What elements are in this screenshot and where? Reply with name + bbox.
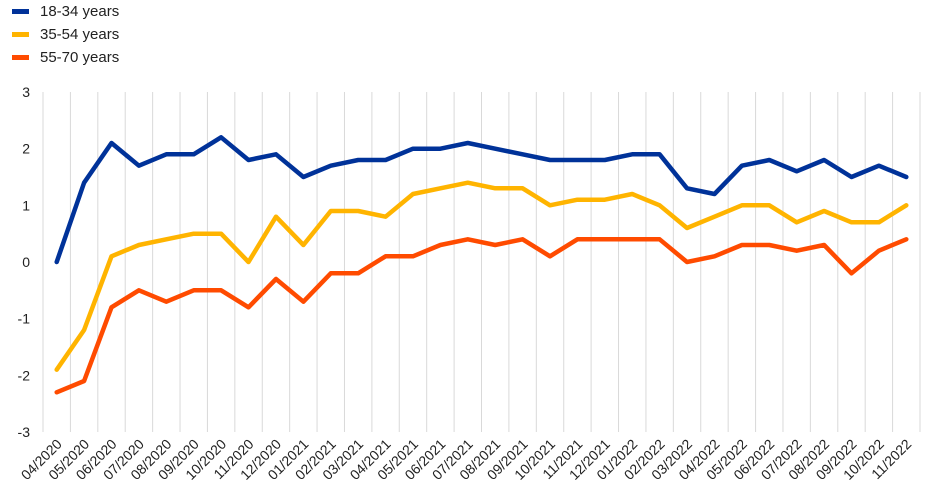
series-line-0 [54,135,909,265]
series-line-2 [54,237,909,395]
legend-label: 55-70 years [40,49,120,66]
series-line-1 [54,180,909,372]
y-tick-label: -3 [18,424,31,440]
chart-series [54,135,909,395]
x-axis: 04/202005/202006/202007/202008/202009/20… [18,436,915,483]
y-tick-label: -2 [18,367,31,383]
chart-grid [42,92,921,432]
y-tick-label: 0 [22,254,30,270]
legend-item-55-70: 55-70 years [12,46,119,69]
legend-swatch [12,55,29,60]
legend-item-18-34: 18-34 years [12,0,119,23]
y-axis: 3 2 1 0 -1 -2 -3 [18,84,31,440]
legend-item-35-54: 35-54 years [12,23,119,46]
chart-legend: 18-34 years 35-54 years 55-70 years [12,0,119,69]
y-tick-label: -1 [18,311,31,327]
legend-label: 35-54 years [40,26,120,43]
y-tick-label: 2 [22,141,30,157]
legend-label: 18-34 years [40,3,120,20]
legend-swatch [12,32,29,37]
legend-swatch [12,9,29,14]
y-tick-label: 3 [22,84,30,100]
y-tick-label: 1 [22,197,30,213]
